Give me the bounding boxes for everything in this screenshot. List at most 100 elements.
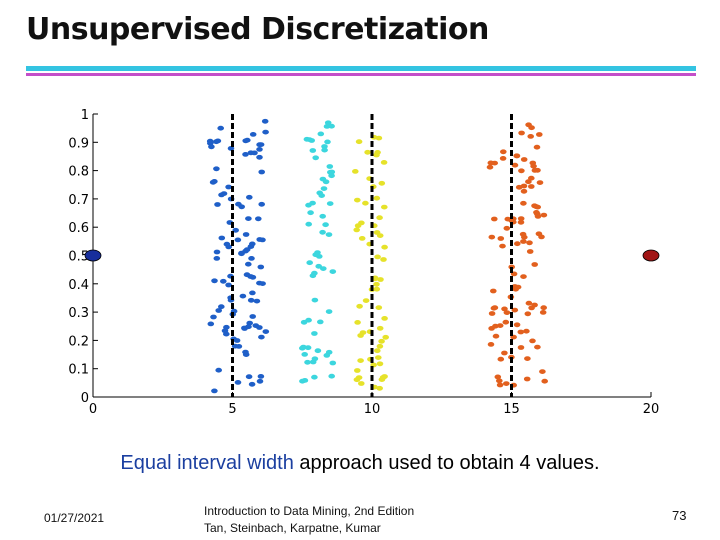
data-point: [514, 241, 521, 247]
data-point: [324, 120, 332, 126]
data-point: [511, 307, 519, 313]
data-point: [376, 385, 384, 391]
y-tick-label: 0.5: [68, 250, 89, 265]
data-point: [536, 132, 543, 137]
data-point: [218, 235, 226, 241]
data-point: [487, 342, 495, 347]
data-point: [215, 367, 222, 373]
data-point: [362, 298, 370, 303]
data-point: [527, 134, 534, 139]
data-point: [322, 179, 330, 185]
data-point: [243, 272, 251, 278]
data-point: [486, 164, 494, 170]
data-point: [364, 149, 371, 155]
data-point: [207, 321, 215, 327]
data-point: [211, 179, 218, 184]
data-point: [256, 325, 263, 330]
data-point: [311, 331, 318, 336]
data-point: [521, 234, 528, 240]
data-point: [492, 323, 499, 329]
data-point: [249, 132, 257, 137]
data-point: [213, 166, 220, 172]
data-point: [374, 348, 381, 354]
data-point: [523, 328, 530, 334]
data-point: [490, 305, 498, 311]
data-point: [503, 310, 511, 315]
data-point: [317, 319, 324, 325]
slide-title: Unsupervised Discretization: [26, 12, 489, 47]
data-point: [518, 168, 525, 174]
data-point: [359, 330, 367, 335]
data-point: [262, 329, 270, 334]
data-point: [306, 260, 314, 266]
data-point: [380, 160, 388, 165]
data-point: [377, 277, 384, 282]
data-point: [494, 374, 502, 380]
data-point: [309, 273, 317, 279]
data-point: [307, 210, 314, 216]
data-point: [362, 200, 369, 206]
data-point: [256, 142, 263, 148]
data-point: [223, 241, 231, 247]
data-point: [325, 232, 333, 238]
data-point: [525, 179, 532, 185]
data-point: [247, 297, 255, 303]
data-point: [352, 169, 359, 174]
data-point: [217, 125, 224, 131]
data-point: [525, 122, 532, 128]
data-point: [520, 274, 527, 279]
data-point: [528, 305, 535, 311]
data-point: [312, 252, 320, 258]
data-point: [234, 237, 242, 243]
data-point: [256, 147, 263, 152]
data-point: [242, 152, 249, 157]
data-point: [520, 200, 527, 206]
data-point: [534, 167, 541, 173]
data-point: [376, 215, 383, 221]
data-point: [375, 135, 383, 141]
footer-date: 01/27/2021: [44, 511, 105, 525]
data-point: [376, 361, 384, 367]
data-point: [376, 325, 384, 331]
outlier-point: [84, 249, 102, 262]
page-number: 73: [672, 508, 687, 523]
data-point: [539, 369, 546, 374]
y-tick-label: 0: [81, 391, 89, 406]
data-point: [304, 345, 312, 351]
data-point: [374, 150, 381, 155]
data-point: [329, 360, 337, 366]
data-point: [256, 378, 264, 384]
data-point: [523, 376, 531, 382]
y-tick-label: 0.6: [68, 221, 89, 236]
data-point: [534, 211, 541, 217]
data-point: [378, 338, 385, 344]
data-point: [258, 169, 266, 175]
data-point: [319, 229, 326, 235]
outlier-point: [642, 249, 660, 262]
data-point: [517, 345, 525, 350]
data-point: [497, 236, 505, 241]
data-point: [253, 298, 261, 304]
data-point: [501, 306, 508, 312]
data-point: [520, 188, 528, 194]
data-point: [211, 388, 218, 394]
data-point: [243, 247, 251, 253]
data-point: [376, 343, 384, 349]
data-point: [319, 213, 327, 219]
data-point: [258, 201, 266, 207]
data-point: [328, 373, 336, 379]
data-point: [249, 290, 256, 296]
data-point: [517, 219, 525, 225]
data-point: [499, 243, 506, 249]
data-point: [528, 175, 535, 181]
data-point: [304, 359, 311, 365]
data-point: [520, 239, 527, 244]
data-point: [374, 254, 381, 260]
data-point: [312, 155, 320, 161]
data-point: [311, 374, 318, 380]
data-point: [378, 377, 386, 382]
data-point: [513, 322, 521, 328]
data-point: [245, 216, 252, 222]
data-point: [497, 356, 505, 362]
